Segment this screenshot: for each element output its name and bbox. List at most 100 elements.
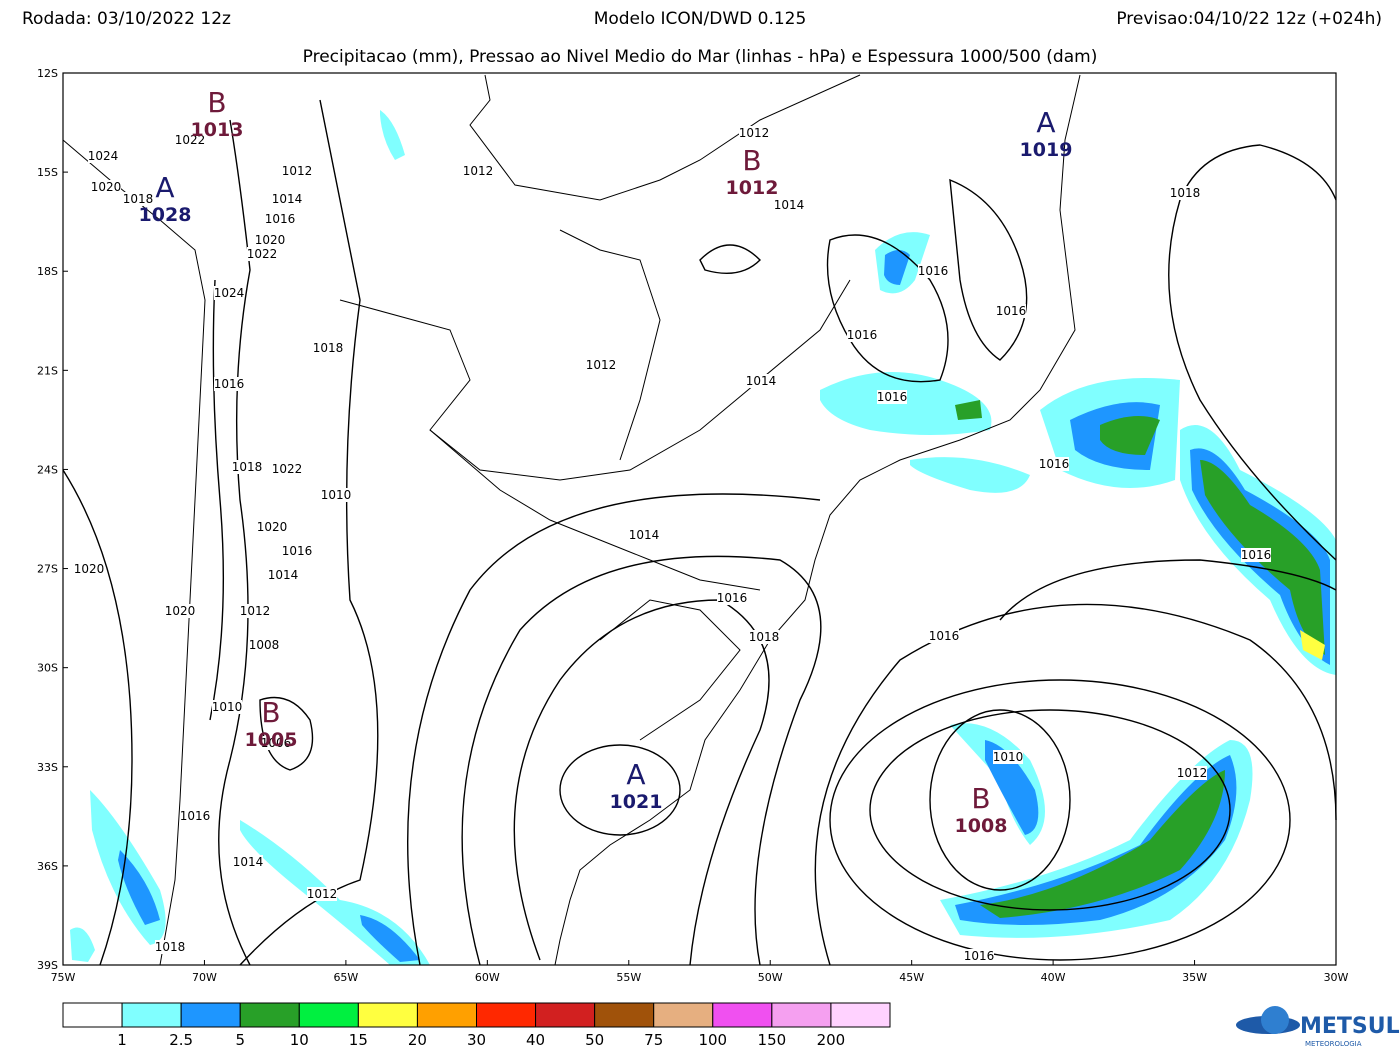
center-value: 1012 bbox=[726, 177, 779, 199]
isobar-label: 1016 bbox=[877, 390, 908, 404]
center-letter: A bbox=[1036, 106, 1055, 139]
isobar-label: 1012 bbox=[240, 604, 271, 618]
legend-label: 75 bbox=[644, 1031, 663, 1049]
isobar-label: 1020 bbox=[165, 604, 196, 618]
legend-label: 15 bbox=[349, 1031, 368, 1049]
logo-tagline: METEOROLOGIA bbox=[1305, 1040, 1362, 1048]
isobar-label: 1012 bbox=[307, 887, 338, 901]
center-letter: A bbox=[155, 171, 174, 204]
lat-label: 12S bbox=[37, 67, 58, 80]
isobar-label: 1016 bbox=[1241, 548, 1272, 562]
legend-label: 10 bbox=[290, 1031, 309, 1049]
lon-label: 75W bbox=[51, 971, 76, 984]
isobar-label: 1014 bbox=[268, 568, 299, 582]
isobar-label-bg bbox=[307, 887, 337, 901]
isobar-label-bg bbox=[240, 604, 270, 618]
lon-label: 50W bbox=[758, 971, 783, 984]
isobar-label-bg bbox=[233, 855, 263, 869]
isobars bbox=[62, 99, 1337, 966]
legend-swatch bbox=[239, 1002, 300, 1028]
isobar-label: 1012 bbox=[1177, 766, 1208, 780]
isobar-label: 1016 bbox=[282, 544, 313, 558]
isobar-label-bg bbox=[214, 286, 244, 300]
center-letter: B bbox=[971, 782, 990, 815]
isobar-label: 1008 bbox=[249, 638, 280, 652]
legend-swatch bbox=[830, 1002, 891, 1028]
isobar-label-bg bbox=[1170, 186, 1200, 200]
isobar-label: 1018 bbox=[1170, 186, 1201, 200]
isobar-label: 1016 bbox=[1039, 457, 1070, 471]
lon-label: 60W bbox=[475, 971, 500, 984]
isobar-label-bg bbox=[746, 374, 776, 388]
legend-swatch bbox=[62, 1002, 123, 1028]
lon-label: 70W bbox=[192, 971, 217, 984]
run-label: Rodada: 03/10/2022 12z bbox=[22, 9, 231, 29]
lat-label: 15S bbox=[37, 166, 58, 179]
isobar-label: 1022 bbox=[247, 247, 278, 261]
center-letter: B bbox=[742, 144, 761, 177]
isobar-label: 1014 bbox=[774, 198, 805, 212]
isobar-label-bg bbox=[1039, 457, 1069, 471]
center-value: 1008 bbox=[955, 815, 1008, 837]
isobar-label-bg bbox=[74, 562, 104, 576]
logo: METSUL METEOROLOGIA bbox=[1236, 1006, 1400, 1048]
isobar-label-bg bbox=[180, 809, 210, 823]
isobar-label-bg bbox=[877, 390, 907, 404]
legend-swatch bbox=[712, 1002, 773, 1028]
isobar-label-bg bbox=[272, 192, 302, 206]
lat-label: 39S bbox=[37, 959, 58, 972]
lat-label: 33S bbox=[37, 761, 58, 774]
isobar-label: 1024 bbox=[88, 149, 119, 163]
logo-name: METSUL bbox=[1300, 1014, 1400, 1039]
isobar-label: 1010 bbox=[993, 750, 1024, 764]
isobar-label: 1018 bbox=[123, 192, 154, 206]
isobar-label: 1016 bbox=[918, 264, 949, 278]
legend-swatch bbox=[653, 1002, 714, 1028]
legend: 1 2.5 5 10 15 20 30 40 50 75 100 150 200 bbox=[62, 1002, 891, 1049]
center-value: 1019 bbox=[1020, 139, 1073, 161]
isobar-label-bg bbox=[268, 568, 298, 582]
legend-label: 5 bbox=[235, 1031, 245, 1049]
isobar-label-bg bbox=[257, 520, 287, 534]
isobar-label-bg bbox=[155, 940, 185, 954]
lon-label: 45W bbox=[899, 971, 924, 984]
isobar-label: 1020 bbox=[91, 180, 122, 194]
center-value: 1021 bbox=[610, 791, 663, 813]
isobar-label-bg bbox=[993, 750, 1023, 764]
legend-label: 100 bbox=[698, 1031, 727, 1049]
legend-swatch bbox=[476, 1002, 537, 1028]
isobar-label-bg bbox=[91, 180, 121, 194]
lon-label: 35W bbox=[1182, 971, 1207, 984]
isobar-label-bg bbox=[165, 604, 195, 618]
isobar-label-bg bbox=[774, 198, 804, 212]
isobar-label-bg bbox=[282, 164, 312, 178]
subtitle: Precipitacao (mm), Pressao ao Nivel Medi… bbox=[303, 47, 1098, 67]
legend-swatch bbox=[121, 1002, 182, 1028]
isobar-label-bg bbox=[249, 638, 279, 652]
isobar-label-bg bbox=[214, 377, 244, 391]
isobar-label-bg bbox=[586, 358, 616, 372]
isobar-label: 1016 bbox=[265, 212, 296, 226]
isobar-label: 1016 bbox=[180, 809, 211, 823]
center-letter: B bbox=[261, 696, 280, 729]
isobar-label: 1012 bbox=[282, 164, 313, 178]
isobar-label-bg bbox=[247, 247, 277, 261]
isobar-label-bg bbox=[996, 304, 1026, 318]
isobar-label-bg bbox=[964, 949, 994, 963]
isobar-label: 1014 bbox=[746, 374, 777, 388]
legend-label: 40 bbox=[526, 1031, 545, 1049]
isobar-label-bg bbox=[175, 133, 205, 147]
isobar-label-bg bbox=[1177, 766, 1207, 780]
isobar-label: 1020 bbox=[255, 233, 286, 247]
isobar-label-bg bbox=[282, 544, 312, 558]
isobar-label-bg bbox=[321, 488, 351, 502]
isobar-label: 1014 bbox=[272, 192, 303, 206]
legend-label: 30 bbox=[467, 1031, 486, 1049]
isobar-label: 1014 bbox=[629, 528, 660, 542]
isobar-label: 1018 bbox=[749, 630, 780, 644]
lat-label: 36S bbox=[37, 860, 58, 873]
center-letter: A bbox=[626, 758, 645, 791]
isobar-label: 1006 bbox=[261, 736, 292, 750]
lon-label: 55W bbox=[616, 971, 641, 984]
